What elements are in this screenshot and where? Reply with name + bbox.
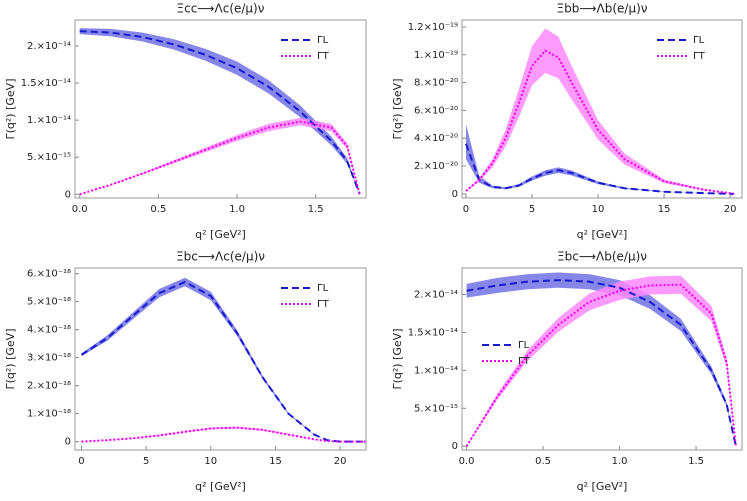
panel: Ξbb⟶Λb(e/μ)ν q² [GeV²] Γ(q²) [GeV] 0 5 10 15 20… xyxy=(391,2,743,241)
legend-label: ΓL xyxy=(693,35,705,46)
y-axis-label: Γ(q²) [GeV] xyxy=(4,329,17,390)
y-tick-label: 0 xyxy=(452,441,458,452)
band xyxy=(465,124,735,194)
legend-label: ΓL xyxy=(518,340,530,351)
y-tick-label: 1.×10⁻¹⁹ xyxy=(414,50,458,61)
x-tick-label: 0.5 xyxy=(150,204,166,215)
x-tick-label: 20 xyxy=(334,456,347,467)
frame xyxy=(461,19,743,199)
y-axis-label: Γ(q²) [GeV] xyxy=(4,79,17,140)
x-axis-label: q² [GeV²] xyxy=(577,228,628,241)
y-tick-label: 3.×10⁻¹⁸ xyxy=(27,353,71,364)
series-line xyxy=(466,279,737,447)
y-tick-label: 4.×10⁻¹⁸ xyxy=(27,325,71,336)
x-tick-label: 15 xyxy=(269,456,282,467)
band xyxy=(466,275,736,447)
y-tick-label: 5.×10⁻¹⁸ xyxy=(27,297,71,308)
y-tick-label: 0 xyxy=(65,437,71,448)
x-tick-label: 15 xyxy=(658,204,671,215)
y-tick-label: 1.×10⁻¹⁴ xyxy=(27,115,71,126)
x-tick-label: 5 xyxy=(143,456,149,467)
panel-title: Ξbc⟶Λb(e/μ)ν xyxy=(557,250,647,264)
x-tick-label: 0.5 xyxy=(535,456,551,467)
band xyxy=(79,117,360,195)
y-tick-label: 1.×10⁻¹⁴ xyxy=(414,365,458,376)
x-axis-label: q² [GeV²] xyxy=(195,228,246,241)
legend-label: ΓT xyxy=(317,51,330,62)
x-tick-label: 1.5 xyxy=(308,204,324,215)
legend-label: ΓL xyxy=(317,283,329,294)
legend-label: ΓT xyxy=(518,356,531,367)
x-tick-label: 10 xyxy=(204,456,217,467)
y-tick-label: 5.×10⁻¹⁵ xyxy=(414,403,458,414)
panel-title: Ξbb⟶Λb(e/μ)ν xyxy=(557,2,648,16)
x-tick-label: 20 xyxy=(724,204,737,215)
panel: Ξcc⟶Λc(e/μ)ν q² [GeV²] Γ(q²) [GeV] 0.0 0.5 1.… xyxy=(4,2,367,241)
y-tick-label: 5.×10⁻¹⁵ xyxy=(27,152,71,163)
panel-title: Ξbc⟶Λc(e/μ)ν xyxy=(176,250,265,264)
band xyxy=(465,28,735,194)
y-axis-label: Γ(q²) [GeV] xyxy=(391,329,404,390)
x-tick-label: 1.5 xyxy=(688,456,704,467)
panel: Ξbc⟶Λc(e/μ)ν q² [GeV²] Γ(q²) [GeV] 0 5 10 15 20… xyxy=(4,250,367,493)
legend-label: ΓL xyxy=(317,35,329,46)
x-tick-label: 0.0 xyxy=(459,456,475,467)
y-tick-label: 2.×10⁻¹⁴ xyxy=(27,41,71,52)
y-tick-label: 0 xyxy=(65,189,71,200)
y-tick-label: 0 xyxy=(452,189,458,200)
series-line xyxy=(80,280,366,443)
y-tick-label: 1.2×10⁻¹⁹ xyxy=(408,22,458,33)
x-axis-label: q² [GeV²] xyxy=(195,480,246,493)
series-line xyxy=(465,49,735,195)
x-tick-label: 0 xyxy=(78,456,84,467)
y-tick-label: 4.×10⁻²⁰ xyxy=(414,133,458,144)
series-line xyxy=(79,120,361,196)
x-tick-label: 0.0 xyxy=(72,204,88,215)
y-tick-label: 2.×10⁻¹⁴ xyxy=(414,290,458,301)
panel: Ξbc⟶Λb(e/μ)ν q² [GeV²] Γ(q²) [GeV] 0.0 0.5 1.… xyxy=(391,250,743,493)
x-tick-label: 10 xyxy=(592,204,605,215)
x-tick-label: 0 xyxy=(463,204,469,215)
y-tick-label: 8.×10⁻²⁰ xyxy=(414,78,458,89)
y-tick-label: 2.×10⁻²⁰ xyxy=(414,161,458,172)
y-tick-label: 2.×10⁻¹⁸ xyxy=(27,381,71,392)
legend-label: ΓT xyxy=(317,299,330,310)
y-tick-label: 6.×10⁻²⁰ xyxy=(414,105,458,116)
x-tick-label: 1.0 xyxy=(229,204,245,215)
frame xyxy=(461,267,743,451)
y-tick-label: 6.×10⁻¹⁸ xyxy=(27,269,71,280)
legend-label: ΓT xyxy=(693,51,706,62)
series-line xyxy=(465,283,737,447)
frame xyxy=(74,19,367,199)
y-tick-label: 1.5×10⁻¹⁴ xyxy=(408,327,458,338)
y-tick-label: 1.5×10⁻¹⁴ xyxy=(21,78,71,89)
y-tick-label: 1.×10⁻¹⁸ xyxy=(27,409,71,420)
series-line xyxy=(79,30,361,195)
frame xyxy=(74,267,367,451)
x-tick-label: 1.0 xyxy=(612,456,628,467)
x-axis-label: q² [GeV²] xyxy=(577,480,628,493)
panel-title: Ξcc⟶Λc(e/μ)ν xyxy=(177,2,265,16)
series-line xyxy=(465,143,735,195)
y-axis-label: Γ(q²) [GeV] xyxy=(391,79,404,140)
x-tick-label: 5 xyxy=(529,204,535,215)
